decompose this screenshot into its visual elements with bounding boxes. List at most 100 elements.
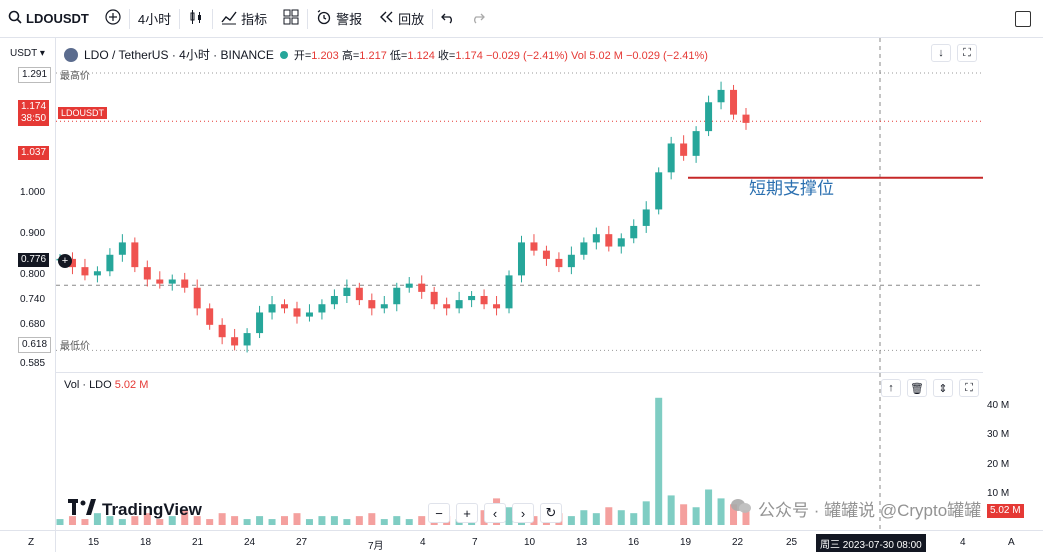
main-chart-pane[interactable]: LDO / TetherUS · 4小时 · BINANCE 开=1.203 高… bbox=[56, 38, 983, 372]
reset-chart-button[interactable]: ↻ bbox=[540, 503, 562, 523]
alert-button[interactable]: 警报 bbox=[308, 0, 370, 38]
interval-button[interactable]: 4小时 bbox=[130, 0, 179, 38]
current-price: 1.174 bbox=[21, 101, 47, 112]
candle-body bbox=[455, 300, 463, 309]
divider bbox=[128, 8, 130, 29]
zoom-in-button[interactable]: + bbox=[456, 503, 478, 523]
volume-bar bbox=[143, 513, 151, 525]
close-label: 收= bbox=[437, 49, 456, 62]
time-tick-label: 21 bbox=[192, 537, 204, 548]
alarm-clock-icon bbox=[316, 9, 332, 28]
candle-body bbox=[380, 304, 388, 309]
candle-body bbox=[305, 312, 313, 317]
volume-legend: Vol 5.02 M −0.029 (−2.41%) bbox=[570, 49, 708, 62]
indicators-label: 指标 bbox=[241, 12, 268, 27]
volume-bar bbox=[156, 519, 164, 525]
candle-body bbox=[206, 308, 214, 325]
volume-bar bbox=[393, 516, 401, 525]
move-down-button[interactable]: ↓ bbox=[931, 44, 951, 62]
volume-value: 5.02 M bbox=[114, 379, 149, 391]
auto-scale-button[interactable]: A bbox=[1008, 537, 1015, 548]
undo-button[interactable] bbox=[433, 0, 463, 38]
candles-icon bbox=[188, 9, 204, 28]
time-tick-label: 13 bbox=[576, 537, 588, 548]
candle-body bbox=[181, 279, 189, 288]
add-symbol-button[interactable] bbox=[97, 0, 129, 38]
scroll-right-button[interactable]: › bbox=[512, 503, 534, 523]
volume-legend-box: Vol · LDO 5.02 M bbox=[64, 379, 148, 391]
maximize-volume-button[interactable]: ⛶ bbox=[959, 379, 979, 397]
candle-body bbox=[193, 287, 201, 309]
time-axis[interactable]: Z 15182124277月4710131619222528314 周三 202… bbox=[0, 530, 1043, 552]
symbol-name: LDOUSDT bbox=[26, 11, 89, 26]
top-toolbar: LDOUSDT 4小时 指标 bbox=[0, 0, 1043, 38]
candle-body bbox=[605, 234, 613, 247]
time-tick-label: 10 bbox=[524, 537, 536, 548]
rewind-icon bbox=[378, 9, 394, 28]
indicators-button[interactable]: 指标 bbox=[213, 0, 275, 38]
candle-body bbox=[256, 312, 264, 334]
time-tick-label: 7月 bbox=[368, 541, 384, 552]
divider bbox=[212, 8, 214, 29]
symbol-search[interactable]: LDOUSDT bbox=[0, 0, 97, 38]
candle-body bbox=[730, 89, 738, 115]
currency-label: USDT bbox=[10, 48, 38, 59]
volume-bar bbox=[368, 513, 376, 525]
low-label: 低= bbox=[389, 49, 408, 62]
replay-label: 回放 bbox=[398, 12, 425, 27]
maximize-pane-button[interactable]: ⛶ bbox=[957, 44, 977, 62]
volume-bar bbox=[642, 501, 650, 525]
replay-button[interactable]: 回放 bbox=[370, 0, 432, 38]
candle-body bbox=[742, 114, 750, 123]
current-price-tag: 1.174 38:50 bbox=[18, 100, 50, 126]
volume-scale[interactable]: 40 M 30 M 20 M 10 M 5.02 M bbox=[983, 372, 1043, 530]
volume-bar bbox=[131, 516, 139, 525]
open-label: 开= bbox=[293, 49, 312, 62]
timezone-button[interactable]: Z bbox=[28, 537, 35, 548]
support-annotation: 短期支撑位 bbox=[749, 179, 834, 198]
volume-bar bbox=[355, 516, 363, 525]
volume-bar bbox=[380, 519, 388, 525]
volume-bar bbox=[617, 510, 625, 525]
high-label-text: 最高价 bbox=[60, 71, 90, 82]
time-tick-label: 24 bbox=[244, 537, 256, 548]
watermark-text: 公众号 · 罐罐说 @Crypto罐罐 bbox=[758, 501, 982, 520]
candlestick-chart[interactable] bbox=[56, 38, 983, 372]
volume-bar bbox=[530, 516, 538, 525]
volume-bar bbox=[68, 516, 76, 525]
volume-current-tag: 5.02 M bbox=[987, 504, 1024, 518]
collapse-pane-button[interactable]: ⇕ bbox=[933, 379, 953, 397]
volume-bar bbox=[106, 516, 114, 525]
time-tick-label: 25 bbox=[786, 537, 798, 548]
scroll-left-button[interactable]: ‹ bbox=[484, 503, 506, 523]
redo-button[interactable] bbox=[463, 0, 493, 38]
price-tick-label: 0.800 bbox=[20, 269, 46, 281]
candle-body bbox=[231, 337, 239, 346]
delete-pane-button[interactable]: 🗑 bbox=[907, 379, 927, 397]
crosshair-add-button[interactable]: + bbox=[58, 254, 72, 268]
high-label: 高= bbox=[341, 49, 360, 62]
volume-bar bbox=[692, 507, 700, 525]
change-value: −0.029 (−2.41%) bbox=[485, 49, 568, 62]
support-price-tag: 1.037 bbox=[18, 146, 50, 160]
zoom-out-button[interactable]: − bbox=[428, 503, 450, 523]
price-scale[interactable]: USDT ▾ 1.2911.2001.1001.0000.9000.8000.7… bbox=[0, 38, 56, 552]
watermark: 公众号 · 罐罐说 @Crypto罐罐 bbox=[730, 496, 981, 521]
layouts-button[interactable] bbox=[275, 0, 307, 38]
volume-bar bbox=[580, 510, 588, 525]
chart-type-button[interactable] bbox=[180, 0, 212, 38]
fullscreen-button[interactable] bbox=[1015, 11, 1031, 27]
symbol-price-label: LDOUSDT bbox=[58, 107, 108, 119]
candle-body bbox=[343, 287, 351, 296]
time-tick-label: 15 bbox=[88, 537, 100, 548]
move-up-button[interactable]: ↑ bbox=[881, 379, 901, 397]
candle-body bbox=[680, 143, 688, 156]
currency-selector[interactable]: USDT ▾ bbox=[10, 48, 45, 59]
time-tick-label: 27 bbox=[296, 537, 308, 548]
crosshair-time-label: 周三 2023-07-30 08:00 bbox=[816, 534, 926, 552]
divider bbox=[307, 8, 309, 29]
volume-pane[interactable]: Vol · LDO 5.02 M ↑ 🗑 ⇕ ⛶ TradingView − +… bbox=[56, 372, 983, 531]
search-icon bbox=[8, 10, 22, 27]
time-tick-label: 7 bbox=[472, 537, 478, 548]
alert-label: 警报 bbox=[336, 12, 363, 27]
